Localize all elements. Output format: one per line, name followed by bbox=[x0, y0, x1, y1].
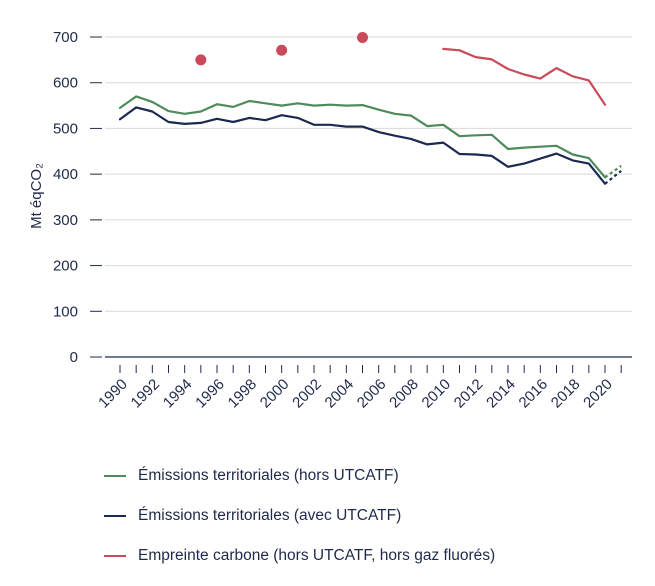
x-tick-label: 1990 bbox=[95, 376, 131, 412]
data-point bbox=[357, 31, 368, 43]
y-tick-label: 500 bbox=[53, 120, 78, 137]
legend-swatch-territorial-avec bbox=[104, 515, 126, 517]
x-tick-label: 2020 bbox=[580, 376, 616, 412]
x-tick-label: 1998 bbox=[225, 376, 261, 412]
x-tick-label: 2002 bbox=[289, 376, 325, 412]
x-tick-label: 2004 bbox=[322, 376, 358, 412]
legend-item-empreinte: Empreinte carbone (hors UTCATF, hors gaz… bbox=[104, 546, 495, 566]
x-tick-label: 2010 bbox=[419, 376, 455, 412]
x-tick-label: 2006 bbox=[354, 376, 390, 412]
x-tick-label: 2016 bbox=[516, 376, 552, 412]
line-chart: 0 100 200 300 400 500 600 700 199019921994199619… bbox=[28, 29, 632, 412]
series-lines bbox=[118, 31, 622, 185]
legend-label: Émissions territoriales (avec UTCATF) bbox=[138, 507, 402, 524]
series-line-0 bbox=[118, 95, 607, 179]
x-tick-label: 2012 bbox=[451, 376, 487, 412]
y-tick-label: 700 bbox=[53, 29, 78, 46]
legend: Émissions territoriales (hors UTCATF) Ém… bbox=[104, 466, 495, 586]
data-point bbox=[195, 54, 207, 66]
y-axis-label: Mt éqCO₂ bbox=[28, 163, 45, 229]
data-point bbox=[276, 44, 288, 56]
y-tick-label: 0 bbox=[70, 349, 78, 366]
legend-label: Émissions territoriales (hors UTCATF) bbox=[138, 467, 399, 484]
x-tick-label: 2008 bbox=[386, 376, 422, 412]
series-projection-1 bbox=[604, 170, 622, 185]
y-tick-label: 300 bbox=[53, 212, 78, 229]
x-tick-label: 1996 bbox=[192, 376, 228, 412]
series-line-2 bbox=[442, 47, 607, 106]
legend-label: Empreinte carbone (hors UTCATF, hors gaz… bbox=[138, 547, 496, 564]
y-tick-label: 100 bbox=[53, 303, 78, 320]
legend-item-territorial-avec: Émissions territoriales (avec UTCATF) bbox=[104, 506, 495, 526]
x-tick-label: 2014 bbox=[483, 376, 519, 412]
y-tick-label: 600 bbox=[53, 75, 78, 92]
y-tick-label: 400 bbox=[53, 166, 78, 183]
x-tick-label: 1992 bbox=[128, 376, 164, 412]
y-tick-label: 200 bbox=[53, 258, 78, 275]
series-line-1 bbox=[118, 106, 607, 185]
legend-swatch-empreinte bbox=[104, 555, 126, 557]
x-tick-label: 2018 bbox=[548, 376, 584, 412]
x-tick-label: 1994 bbox=[160, 376, 196, 412]
legend-item-territorial-hors: Émissions territoriales (hors UTCATF) bbox=[104, 466, 495, 486]
legend-swatch-territorial-hors bbox=[104, 475, 126, 477]
x-tick-label: 2000 bbox=[257, 376, 293, 412]
gridlines bbox=[105, 36, 632, 358]
